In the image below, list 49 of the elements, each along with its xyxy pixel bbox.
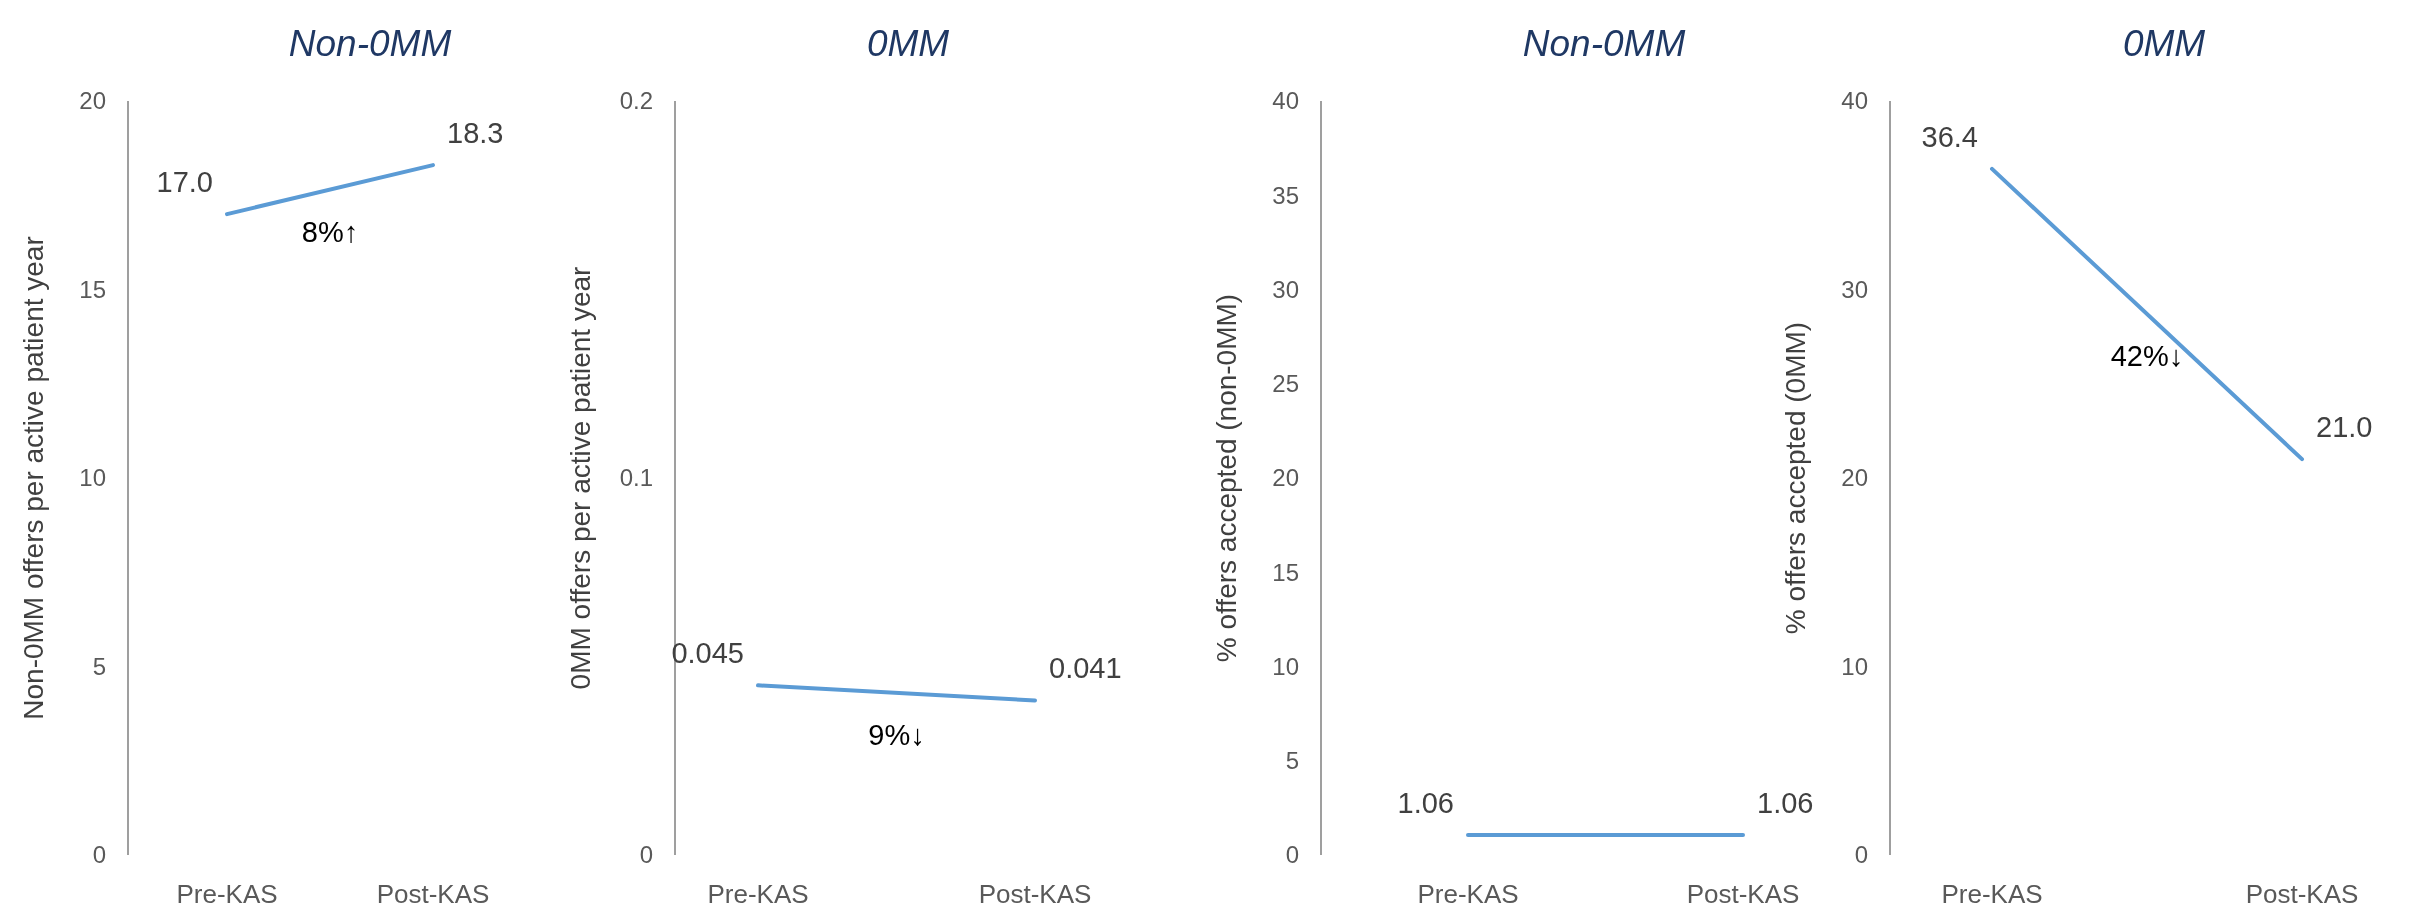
y-tick-label: 25: [1272, 370, 1299, 398]
x-tick-label: Post-KAS: [978, 879, 1092, 909]
y-tick-label: 20: [79, 87, 106, 115]
chart-title: Non-0MM: [288, 23, 452, 64]
x-tick-label: Pre-KAS: [1417, 879, 1519, 909]
data-label: 0.045: [671, 637, 744, 670]
annotation: 42%↓: [2110, 340, 2184, 373]
x-tick-label: Pre-KAS: [707, 879, 809, 909]
annotation: 9%↓: [868, 718, 925, 751]
y-axis-title: % offers accepted (non-0MM): [1211, 293, 1242, 663]
chart-title: 0MM: [2122, 23, 2206, 64]
y-tick-label: 40: [1272, 87, 1299, 115]
y-tick-label: 0: [639, 841, 653, 869]
y-tick-label: 20: [1272, 464, 1299, 492]
annotation: 8%↑: [301, 215, 359, 248]
data-label: 1.06: [1397, 787, 1454, 820]
y-tick-label: 5: [92, 652, 106, 680]
y-tick-label: 0.1: [619, 464, 653, 492]
x-tick-label: Pre-KAS: [176, 879, 278, 909]
y-tick-label: 10: [1272, 652, 1299, 680]
data-label: 21.0: [2316, 411, 2373, 444]
x-tick-label: Post-KAS: [1686, 879, 1800, 909]
y-tick-label: 10: [1841, 652, 1868, 680]
x-tick-label: Pre-KAS: [1941, 879, 2043, 909]
data-label: 36.4: [1921, 120, 1978, 153]
y-tick-label: 15: [79, 275, 106, 303]
y-tick-label: 0: [1285, 841, 1299, 869]
y-tick-label: 5: [1285, 747, 1299, 775]
y-tick-label: 10: [79, 464, 106, 492]
data-label: 18.3: [447, 117, 504, 150]
y-tick-label: 30: [1841, 275, 1868, 303]
y-tick-label: 35: [1272, 181, 1299, 209]
y-tick-label: 0: [92, 841, 106, 869]
y-tick-label: 20: [1841, 464, 1868, 492]
data-label: 0.041: [1049, 652, 1122, 685]
data-label: 17.0: [156, 166, 213, 199]
y-axis-title: Non-0MM offers per active patient year: [18, 236, 49, 720]
x-tick-label: Post-KAS: [2245, 879, 2359, 909]
y-tick-label: 40: [1841, 87, 1868, 115]
y-axis-title: 0MM offers per active patient year: [565, 266, 596, 690]
data-label: 1.06: [1757, 787, 1814, 820]
y-tick-label: 0: [1854, 841, 1868, 869]
chart-title: 0MM: [866, 23, 950, 64]
y-tick-label: 30: [1272, 275, 1299, 303]
y-tick-label: 0.2: [619, 87, 653, 115]
chart-title: Non-0MM: [1522, 23, 1686, 64]
y-axis-title: % offers accepted (0MM): [1780, 321, 1811, 635]
x-tick-label: Post-KAS: [376, 879, 490, 909]
y-tick-label: 15: [1272, 558, 1299, 586]
